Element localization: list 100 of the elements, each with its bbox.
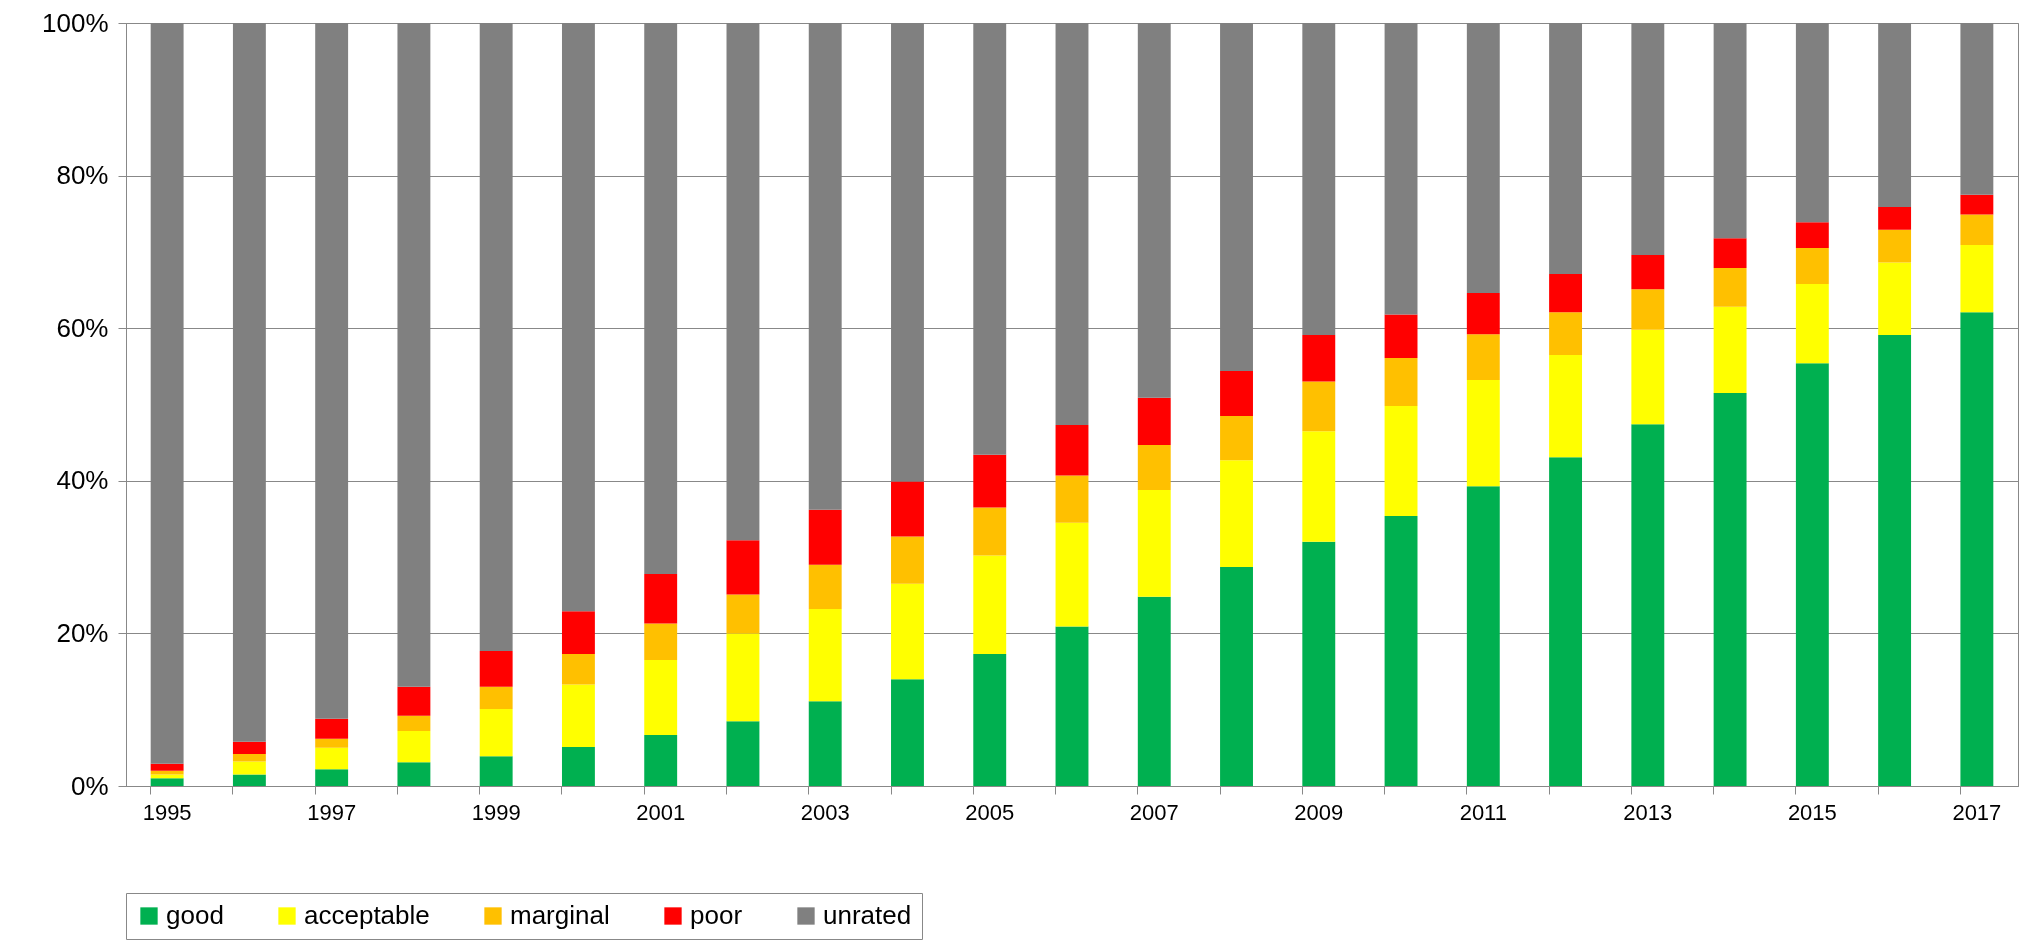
bar xyxy=(1220,567,1253,786)
bar xyxy=(315,718,349,739)
bar xyxy=(973,555,1007,654)
bar xyxy=(561,654,595,685)
bar xyxy=(479,756,513,786)
bar xyxy=(1384,314,1418,358)
bar xyxy=(891,679,924,786)
y-tick-label: 20% xyxy=(56,617,109,648)
x-tick-label: 2013 xyxy=(1623,799,1673,825)
bar xyxy=(1960,245,1994,313)
bar xyxy=(891,536,924,584)
bar xyxy=(891,481,924,537)
bar xyxy=(1384,406,1418,516)
bar xyxy=(1795,363,1829,786)
bar xyxy=(150,778,184,786)
bar xyxy=(479,650,513,687)
bar xyxy=(1713,267,1747,307)
bar xyxy=(397,731,431,763)
bar xyxy=(1549,274,1583,313)
bar xyxy=(1384,357,1418,407)
bar xyxy=(397,762,431,786)
bar xyxy=(808,509,842,565)
legend-label: poor xyxy=(690,900,743,930)
bar xyxy=(808,608,842,702)
bar xyxy=(1549,312,1583,355)
bar xyxy=(1878,262,1912,336)
bar xyxy=(726,594,760,634)
bar xyxy=(1878,335,1912,786)
y-tick-label: 0% xyxy=(70,770,109,801)
bar xyxy=(479,686,513,709)
x-tick-label: 1997 xyxy=(307,799,357,825)
bar xyxy=(1795,283,1829,364)
bar xyxy=(1631,254,1665,290)
bar xyxy=(232,753,266,762)
bar xyxy=(1549,354,1583,458)
bar xyxy=(1055,522,1089,627)
x-tick-label: 2007 xyxy=(1129,799,1179,825)
bar xyxy=(891,583,924,680)
bar xyxy=(232,761,266,775)
bar xyxy=(1302,335,1336,382)
bar xyxy=(561,611,595,654)
bar xyxy=(1220,415,1253,461)
x-tick-label: 2003 xyxy=(800,799,850,825)
bar xyxy=(1220,460,1253,568)
bar xyxy=(232,741,266,754)
bar xyxy=(644,734,678,786)
bar xyxy=(1631,424,1665,786)
bar xyxy=(1055,475,1089,523)
bar xyxy=(397,715,431,732)
bar xyxy=(973,454,1007,508)
bar xyxy=(644,573,678,624)
x-tick-label: 2017 xyxy=(1952,799,2002,825)
bar xyxy=(726,540,760,595)
bar xyxy=(1137,444,1171,490)
bar xyxy=(1055,626,1089,786)
bar xyxy=(1137,489,1171,597)
bar xyxy=(1631,329,1665,425)
bar xyxy=(973,654,1007,786)
y-tick-label: 100% xyxy=(42,7,109,38)
bar xyxy=(479,708,513,757)
bar xyxy=(1302,431,1336,542)
bar xyxy=(315,747,349,770)
bar xyxy=(1713,238,1747,268)
bar xyxy=(1795,222,1829,249)
legend-label: good xyxy=(166,900,224,930)
bar xyxy=(1220,370,1253,416)
bar xyxy=(232,774,266,786)
bar xyxy=(561,747,595,786)
bar xyxy=(1302,541,1336,786)
bar xyxy=(1795,248,1829,284)
bar xyxy=(1137,397,1171,445)
bar xyxy=(1878,229,1912,263)
x-tick-label: 2009 xyxy=(1294,799,1344,825)
y-tick-label: 40% xyxy=(56,465,109,496)
bar xyxy=(1631,289,1665,330)
bar xyxy=(726,633,760,722)
legend-label: unrated xyxy=(823,900,912,930)
legend-label: marginal xyxy=(510,900,610,930)
bar xyxy=(1055,425,1089,476)
bar xyxy=(644,623,678,661)
bar xyxy=(1384,515,1418,786)
bar xyxy=(726,721,760,786)
bar xyxy=(808,564,842,609)
x-tick-label: 1999 xyxy=(471,799,521,825)
x-tick-label: 2005 xyxy=(965,799,1015,825)
x-tick-label: 2001 xyxy=(636,799,686,825)
legend-label: acceptable xyxy=(304,900,430,930)
bar xyxy=(1713,306,1747,394)
bar xyxy=(561,684,595,748)
bar xyxy=(1713,393,1747,786)
y-tick-label: 60% xyxy=(56,312,109,343)
bar xyxy=(397,686,431,716)
x-tick-label: 1995 xyxy=(142,799,192,825)
bar xyxy=(1302,381,1336,432)
bar xyxy=(315,738,349,748)
bar xyxy=(1137,596,1171,786)
bar xyxy=(808,701,842,786)
bar xyxy=(1960,312,1994,786)
bar xyxy=(1466,380,1500,487)
x-tick-label: 2011 xyxy=(1459,799,1507,825)
